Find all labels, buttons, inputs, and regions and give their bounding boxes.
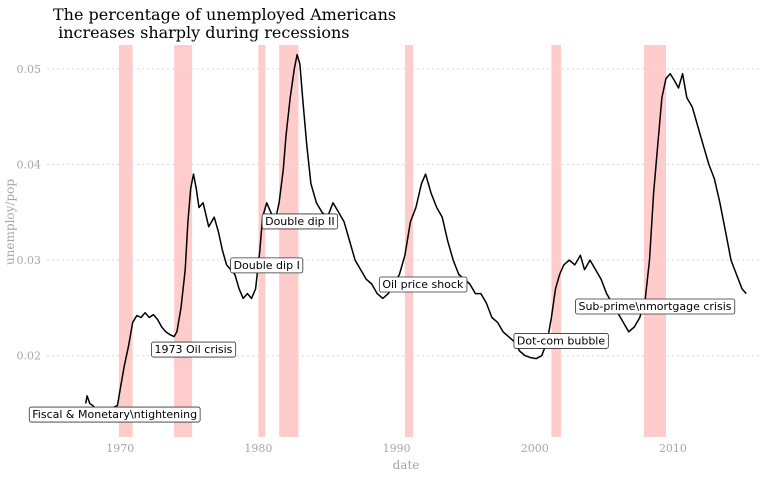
annotation-box (378, 276, 468, 293)
y-tick-label: 0.03 (17, 254, 42, 267)
annotation-text: 1973 Oil crisis (155, 343, 233, 356)
recession-band-4 (279, 45, 299, 437)
annotation-text: Double dip II (265, 215, 334, 228)
series-line (84, 53, 747, 412)
recession-band-3 (258, 45, 266, 437)
chart-title: The percentage of unemployed Americans i… (53, 5, 397, 42)
annotation-box (28, 406, 201, 423)
recession-band-7 (643, 45, 667, 437)
recession-band-5 (404, 45, 414, 437)
x-tick-label: 2010 (659, 442, 687, 455)
annotation-label: Fiscal & Monetary\ntightening (28, 406, 201, 423)
recession-band-6 (551, 45, 562, 437)
annotation-text: Fiscal & Monetary\ntightening (32, 408, 197, 421)
y-axis-ticks: 0.02 0.03 0.04 0.05 (17, 63, 42, 363)
annotation-box (513, 333, 609, 349)
recession-bands (118, 45, 667, 437)
annotation-box (230, 257, 304, 274)
y-tick-label: 0.02 (17, 350, 42, 363)
y-axis-title: unemploy/pop (3, 179, 17, 265)
x-tick-label: 2000 (521, 442, 549, 455)
x-tick-label: 1990 (383, 442, 411, 455)
x-axis-title: date (393, 458, 420, 472)
x-axis-ticks: 1970 1980 1990 2000 2010 (106, 442, 687, 455)
annotation-box (151, 341, 237, 358)
y-tick-label: 0.04 (17, 159, 42, 172)
annotation-label: Dot-com bubble (513, 333, 609, 349)
annotation-label: Oil price shock (378, 276, 468, 293)
annotation-label: Double dip I (230, 257, 304, 274)
annotation-label: Sub-prime\nmortgage crisis (575, 298, 736, 315)
annotations: Fiscal & Monetary\ntightening 1973 Oil cr… (28, 213, 736, 423)
annotation-box (575, 298, 736, 315)
x-tick-label: 1970 (106, 442, 134, 455)
y-tick-label: 0.05 (17, 63, 42, 76)
annotation-box (261, 213, 339, 230)
annotation-text: Dot-com bubble (517, 334, 605, 347)
annotation-text: Double dip I (234, 259, 300, 272)
annotation-text: Oil price shock (382, 278, 464, 291)
annotation-label: Double dip II (261, 213, 339, 230)
recession-band-1 (118, 45, 133, 437)
annotation-label: 1973 Oil crisis (151, 341, 237, 358)
recession-band-2 (174, 45, 193, 437)
x-tick-label: 1980 (244, 442, 272, 455)
annotation-text: Sub-prime\nmortgage crisis (578, 300, 731, 313)
